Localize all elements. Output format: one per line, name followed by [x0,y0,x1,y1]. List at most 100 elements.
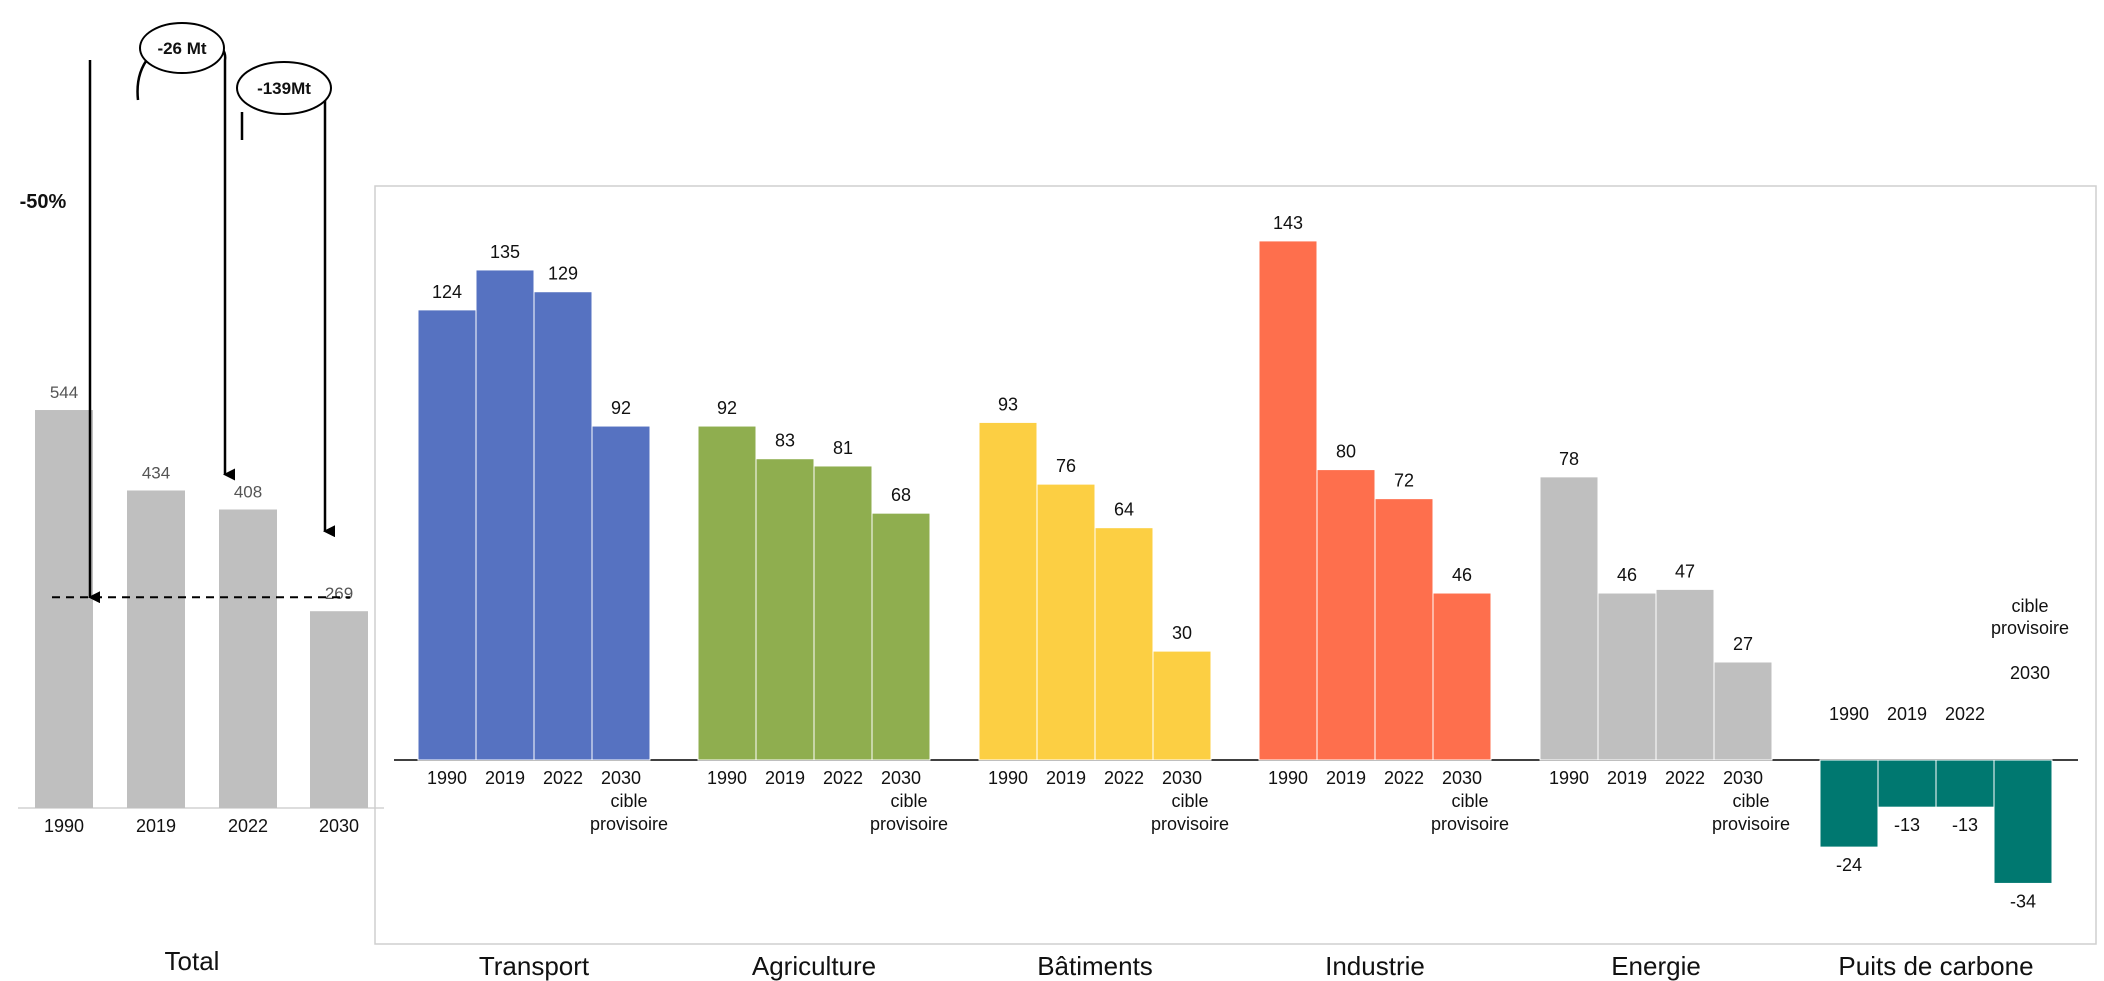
sector-bar [755,458,815,761]
sector-value-label: 27 [1733,634,1753,654]
target-note-line2: provisoire [1431,814,1509,834]
sector-value-label: -24 [1836,855,1862,875]
target-note-line1: cible [1171,791,1208,811]
target-note-line1: cible [610,791,647,811]
sector-year-label: 2019 [1046,768,1086,788]
sector-year-label: 2019 [485,768,525,788]
sector-value-label: 80 [1336,442,1356,462]
sector-value-label: 46 [1617,565,1637,585]
sector-year-label: 1990 [427,768,467,788]
sector-bar [591,425,651,761]
sector-value-label: -13 [1894,815,1920,835]
sector-value-label: 46 [1452,565,1472,585]
sector-year-label: 1990 [1268,768,1308,788]
target-note-line1: cible [890,791,927,811]
sector-value-label: 129 [548,264,578,284]
sector-bar [1432,592,1492,761]
sector-value-label: 92 [717,398,737,418]
sector-value-label: 83 [775,431,795,451]
reduction-percent-label: -50% [20,191,67,213]
delta-2022-2030-arrow [240,90,325,531]
sector-year-label: 2030 [881,768,921,788]
total-title: Total [165,946,220,976]
sector-value-label: 135 [490,242,520,262]
sector-year-label: 2030 [1162,768,1202,788]
sector-value-label: 92 [611,398,631,418]
sector-bar [1316,469,1376,761]
sector-bar [1819,759,1879,848]
sector-value-label: 47 [1675,561,1695,581]
sector-value-label: 64 [1114,500,1134,520]
sector-year-label: 2019 [1607,768,1647,788]
sector-value-label: 72 [1394,471,1414,491]
target-note-line1: cible [1451,791,1488,811]
sector-value-label: 68 [891,485,911,505]
sector-year-label: 2022 [1384,768,1424,788]
sector-bar [1374,498,1434,761]
sector-bar [871,512,931,761]
sector-value-label: -13 [1952,815,1978,835]
total-bar [127,490,185,808]
delta-2019-2022-label: -26 Mt [157,39,206,58]
sector-bar [475,269,535,761]
sector-bar [1152,650,1212,761]
sector-bar [1036,483,1096,761]
total-year-label: 1990 [44,816,84,836]
target-note-line2: provisoire [870,814,948,834]
sector-value-label: 78 [1559,449,1579,469]
sector-year-label: 2019 [1326,768,1366,788]
sector-category-label: Bâtiments [1037,951,1153,981]
sector-bar [1935,759,1995,808]
sector-year-label: 2030 [1723,768,1763,788]
sector-panel-frame [374,185,2097,945]
sector-value-label: -34 [2010,891,2036,911]
sector-category-label: Transport [479,951,590,981]
sector-year-label: 2022 [543,768,583,788]
sector-category-label: Puits de carbone [1838,951,2033,981]
sector-value-label: 143 [1273,213,1303,233]
sector-bar [417,309,477,761]
sector-category-label: Energie [1611,951,1701,981]
sector-bar [1258,240,1318,761]
total-year-label: 2019 [136,816,176,836]
sector-year-label: 2030 [1442,768,1482,788]
delta-2019-2022-ellipse [139,22,225,74]
target-note-line2: provisoire [590,814,668,834]
sector-bar [1877,759,1937,808]
target-note-line1: cible [1732,791,1769,811]
total-year-label: 2022 [228,816,268,836]
sink-year-label: 1990 [1829,704,1869,724]
sink-target-line1: cible [2011,596,2048,616]
sector-bar [697,425,757,761]
delta-2022-2030-label: -139Mt [257,79,311,98]
delta-2022-2030-ellipse [236,61,332,115]
total-value-label: 434 [142,463,170,482]
sector-bar [1993,759,2053,884]
sector-bar [1094,527,1154,761]
total-value-label: 408 [234,483,262,502]
sector-bar [1539,476,1599,761]
target-note-line2: provisoire [1151,814,1229,834]
sector-value-label: 124 [432,282,462,302]
sink-year-label: 2022 [1945,704,1985,724]
sector-year-label: 1990 [707,768,747,788]
total-value-label: 269 [325,584,353,603]
sector-bar [533,291,593,761]
total-bar [35,410,93,808]
sector-bar [1655,588,1715,761]
sector-year-label: 2022 [1665,768,1705,788]
total-value-label: 544 [50,383,78,402]
sector-value-label: 81 [833,438,853,458]
sector-year-label: 2019 [765,768,805,788]
sector-bar [1597,592,1657,761]
sector-chart: 124 1990 135 2019 129 2022 92 2030 cible provisoi… [374,185,2097,981]
sector-value-label: 93 [998,394,1018,414]
total-bar [310,611,368,808]
sector-year-label: 1990 [1549,768,1589,788]
sector-bar [813,465,873,761]
total-year-label: 2030 [319,816,359,836]
sector-year-label: 2022 [823,768,863,788]
sector-category-label: Industrie [1325,951,1425,981]
delta-2019-2022-arrow [136,36,235,481]
